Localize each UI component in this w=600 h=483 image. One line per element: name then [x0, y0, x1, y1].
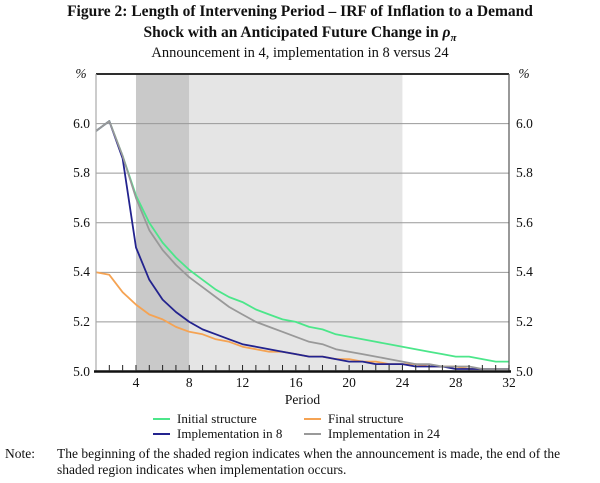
legend-item-3: Implementation in 24: [304, 425, 440, 442]
y-tick-label-right-5.4: 5.4: [516, 264, 533, 280]
y-tick-label-right-5.2: 5.2: [516, 313, 533, 329]
figure-title-line2-text: Shock with an Anticipated Future Change …: [143, 24, 443, 41]
legend-dash-icon: [304, 432, 321, 435]
note-label: Note:: [5, 446, 35, 461]
figure-subtitle: Announcement in 4, implementation in 8 v…: [151, 45, 449, 61]
x-tick-label-4: 4: [132, 375, 140, 390]
y-axis-unit-left: %: [75, 66, 87, 81]
y-tick-label-right-5.6: 5.6: [516, 214, 533, 230]
x-tick-label-24: 24: [395, 375, 410, 390]
legend-item-1: Final structure: [304, 411, 440, 427]
y-tick-label-left-5.4: 5.4: [73, 264, 90, 280]
x-tick-label-20: 20: [342, 375, 356, 390]
y-axis-unit-right: %: [518, 66, 530, 81]
legend-item-0: Initial structure: [153, 411, 304, 427]
figure-title-line2: Shock with an Anticipated Future Change …: [0, 24, 600, 44]
pi-subscript: π: [450, 32, 457, 45]
y-tick-label-left-6.0: 6.0: [73, 115, 90, 131]
legend-item-2: Implementation in 8: [153, 425, 304, 442]
rho-symbol: ρ: [442, 24, 451, 41]
series-line-3: [95, 120, 509, 370]
legend-dash-icon: [153, 418, 170, 421]
x-tick-label-12: 12: [235, 375, 250, 390]
figure-title-line1: Figure 2: Length of Intervening Period –…: [67, 3, 533, 20]
y-tick-label-left-5.0: 5.0: [73, 363, 90, 379]
legend: Initial structure Final structure Implemen…: [153, 411, 440, 442]
legend-dash-icon: [304, 418, 321, 421]
y-tick-label-right-6.0: 6.0: [516, 115, 533, 131]
x-tick-label-8: 8: [185, 375, 193, 390]
legend-label: Implementation in 24: [328, 425, 440, 441]
legend-dash-icon: [153, 432, 170, 435]
y-tick-label-left-5.6: 5.6: [73, 214, 90, 230]
x-tick-label-16: 16: [289, 375, 303, 390]
series-line-0: [95, 120, 509, 363]
x-axis-title: Period: [284, 392, 321, 407]
x-tick-label-32: 32: [502, 375, 516, 390]
legend-label: Implementation in 8: [177, 425, 283, 441]
y-tick-label-right-5.8: 5.8: [516, 165, 533, 181]
y-tick-label-right-5.0: 5.0: [516, 363, 533, 379]
note-text: The beginning of the shaded region indic…: [57, 446, 561, 477]
x-tick-label-28: 28: [448, 375, 463, 390]
y-tick-label-left-5.2: 5.2: [73, 313, 90, 329]
y-tick-label-left-5.8: 5.8: [73, 165, 90, 181]
legend-label: Initial structure: [177, 411, 257, 427]
legend-label: Final structure: [328, 411, 404, 427]
